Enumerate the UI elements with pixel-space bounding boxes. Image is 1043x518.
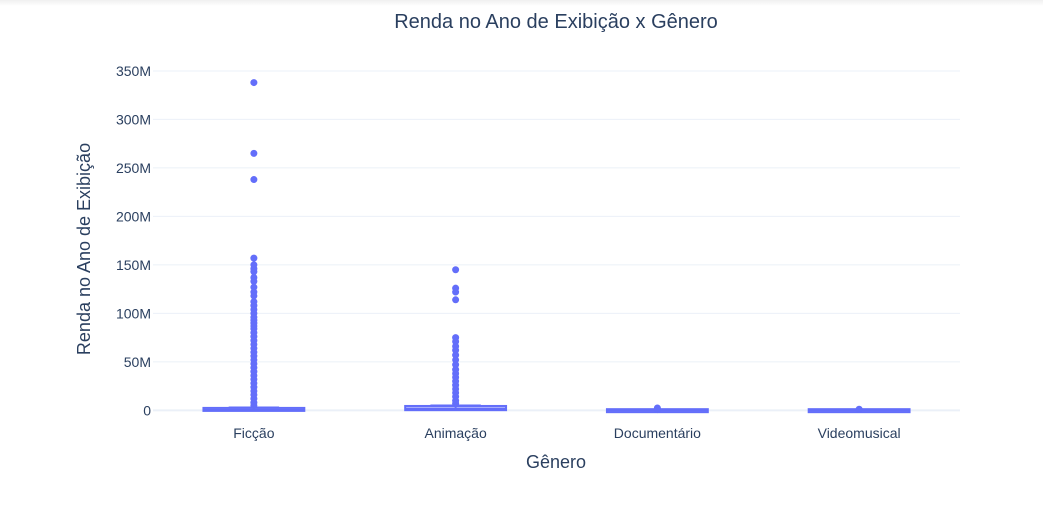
outlier-point [250, 149, 258, 157]
x-axis-ticks: Ficção Animação Documentário Videomusical [233, 425, 900, 441]
x-tick-label: Videomusical [818, 425, 901, 441]
outlier-point [452, 400, 460, 408]
top-shade [0, 0, 1043, 6]
box-group [404, 266, 508, 412]
outlier-point [452, 338, 460, 346]
x-tick-label: Animação [424, 425, 486, 441]
y-axis-title: Renda no Ano de Exibição [74, 143, 94, 355]
outlier-point [452, 288, 460, 296]
outlier-point [452, 361, 460, 369]
outlier-point [250, 283, 258, 291]
y-tick-label: 100M [116, 305, 151, 321]
outlier-point [452, 356, 460, 364]
outlier-point [250, 176, 258, 184]
box-group [807, 405, 911, 414]
y-tick-label: 250M [116, 160, 151, 176]
y-tick-label: 150M [116, 257, 151, 273]
outlier-point [250, 402, 258, 410]
outlier-point [250, 292, 258, 300]
outlier-point [250, 268, 258, 276]
x-tick-label: Ficção [233, 425, 274, 441]
outlier-point [855, 405, 863, 413]
outlier-point [452, 266, 460, 274]
outlier-point [250, 79, 258, 87]
y-tick-label: 50M [124, 354, 151, 370]
y-tick-label: 350M [116, 63, 151, 79]
chart-title: Renda no Ano de Exibição x Gênero [394, 11, 718, 33]
outlier-point [452, 351, 460, 359]
y-axis-ticks: 0 50M 100M 150M 200M 250M 300M 350M [116, 63, 151, 418]
box-group [605, 404, 709, 414]
x-axis-title: Gênero [526, 452, 586, 472]
outlier-point [452, 296, 460, 304]
gridlines [153, 70, 960, 412]
outlier-point [452, 346, 460, 354]
x-tick-label: Documentário [614, 425, 701, 441]
y-tick-label: 0 [143, 402, 151, 418]
outlier-point [653, 406, 661, 414]
outlier-point [250, 254, 258, 262]
box-group [202, 79, 306, 412]
outlier-point [250, 277, 258, 285]
y-tick-label: 200M [116, 208, 151, 224]
boxes [202, 79, 911, 414]
y-tick-label: 300M [116, 111, 151, 127]
